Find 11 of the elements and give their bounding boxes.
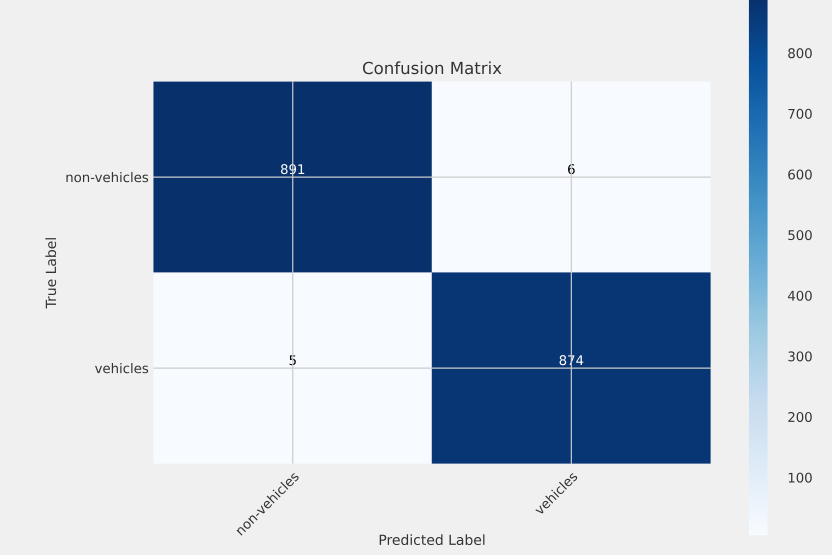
x-axis-title: Predicted Label xyxy=(380,534,484,545)
color-bar-label: 200 xyxy=(788,412,812,422)
color-bar-label: 700 xyxy=(788,108,812,119)
color-bar-label: 300 xyxy=(788,351,812,362)
color-bar-label: 600 xyxy=(788,169,812,180)
y-axis-title: True Label xyxy=(45,238,56,308)
color-bar-label: 100 xyxy=(788,472,812,483)
chart-title: Confusion Matrix xyxy=(362,61,502,74)
color-bar-label: 800 xyxy=(788,48,812,58)
color-bar-label: 400 xyxy=(788,290,812,301)
color-bar-label: 500 xyxy=(788,230,812,240)
